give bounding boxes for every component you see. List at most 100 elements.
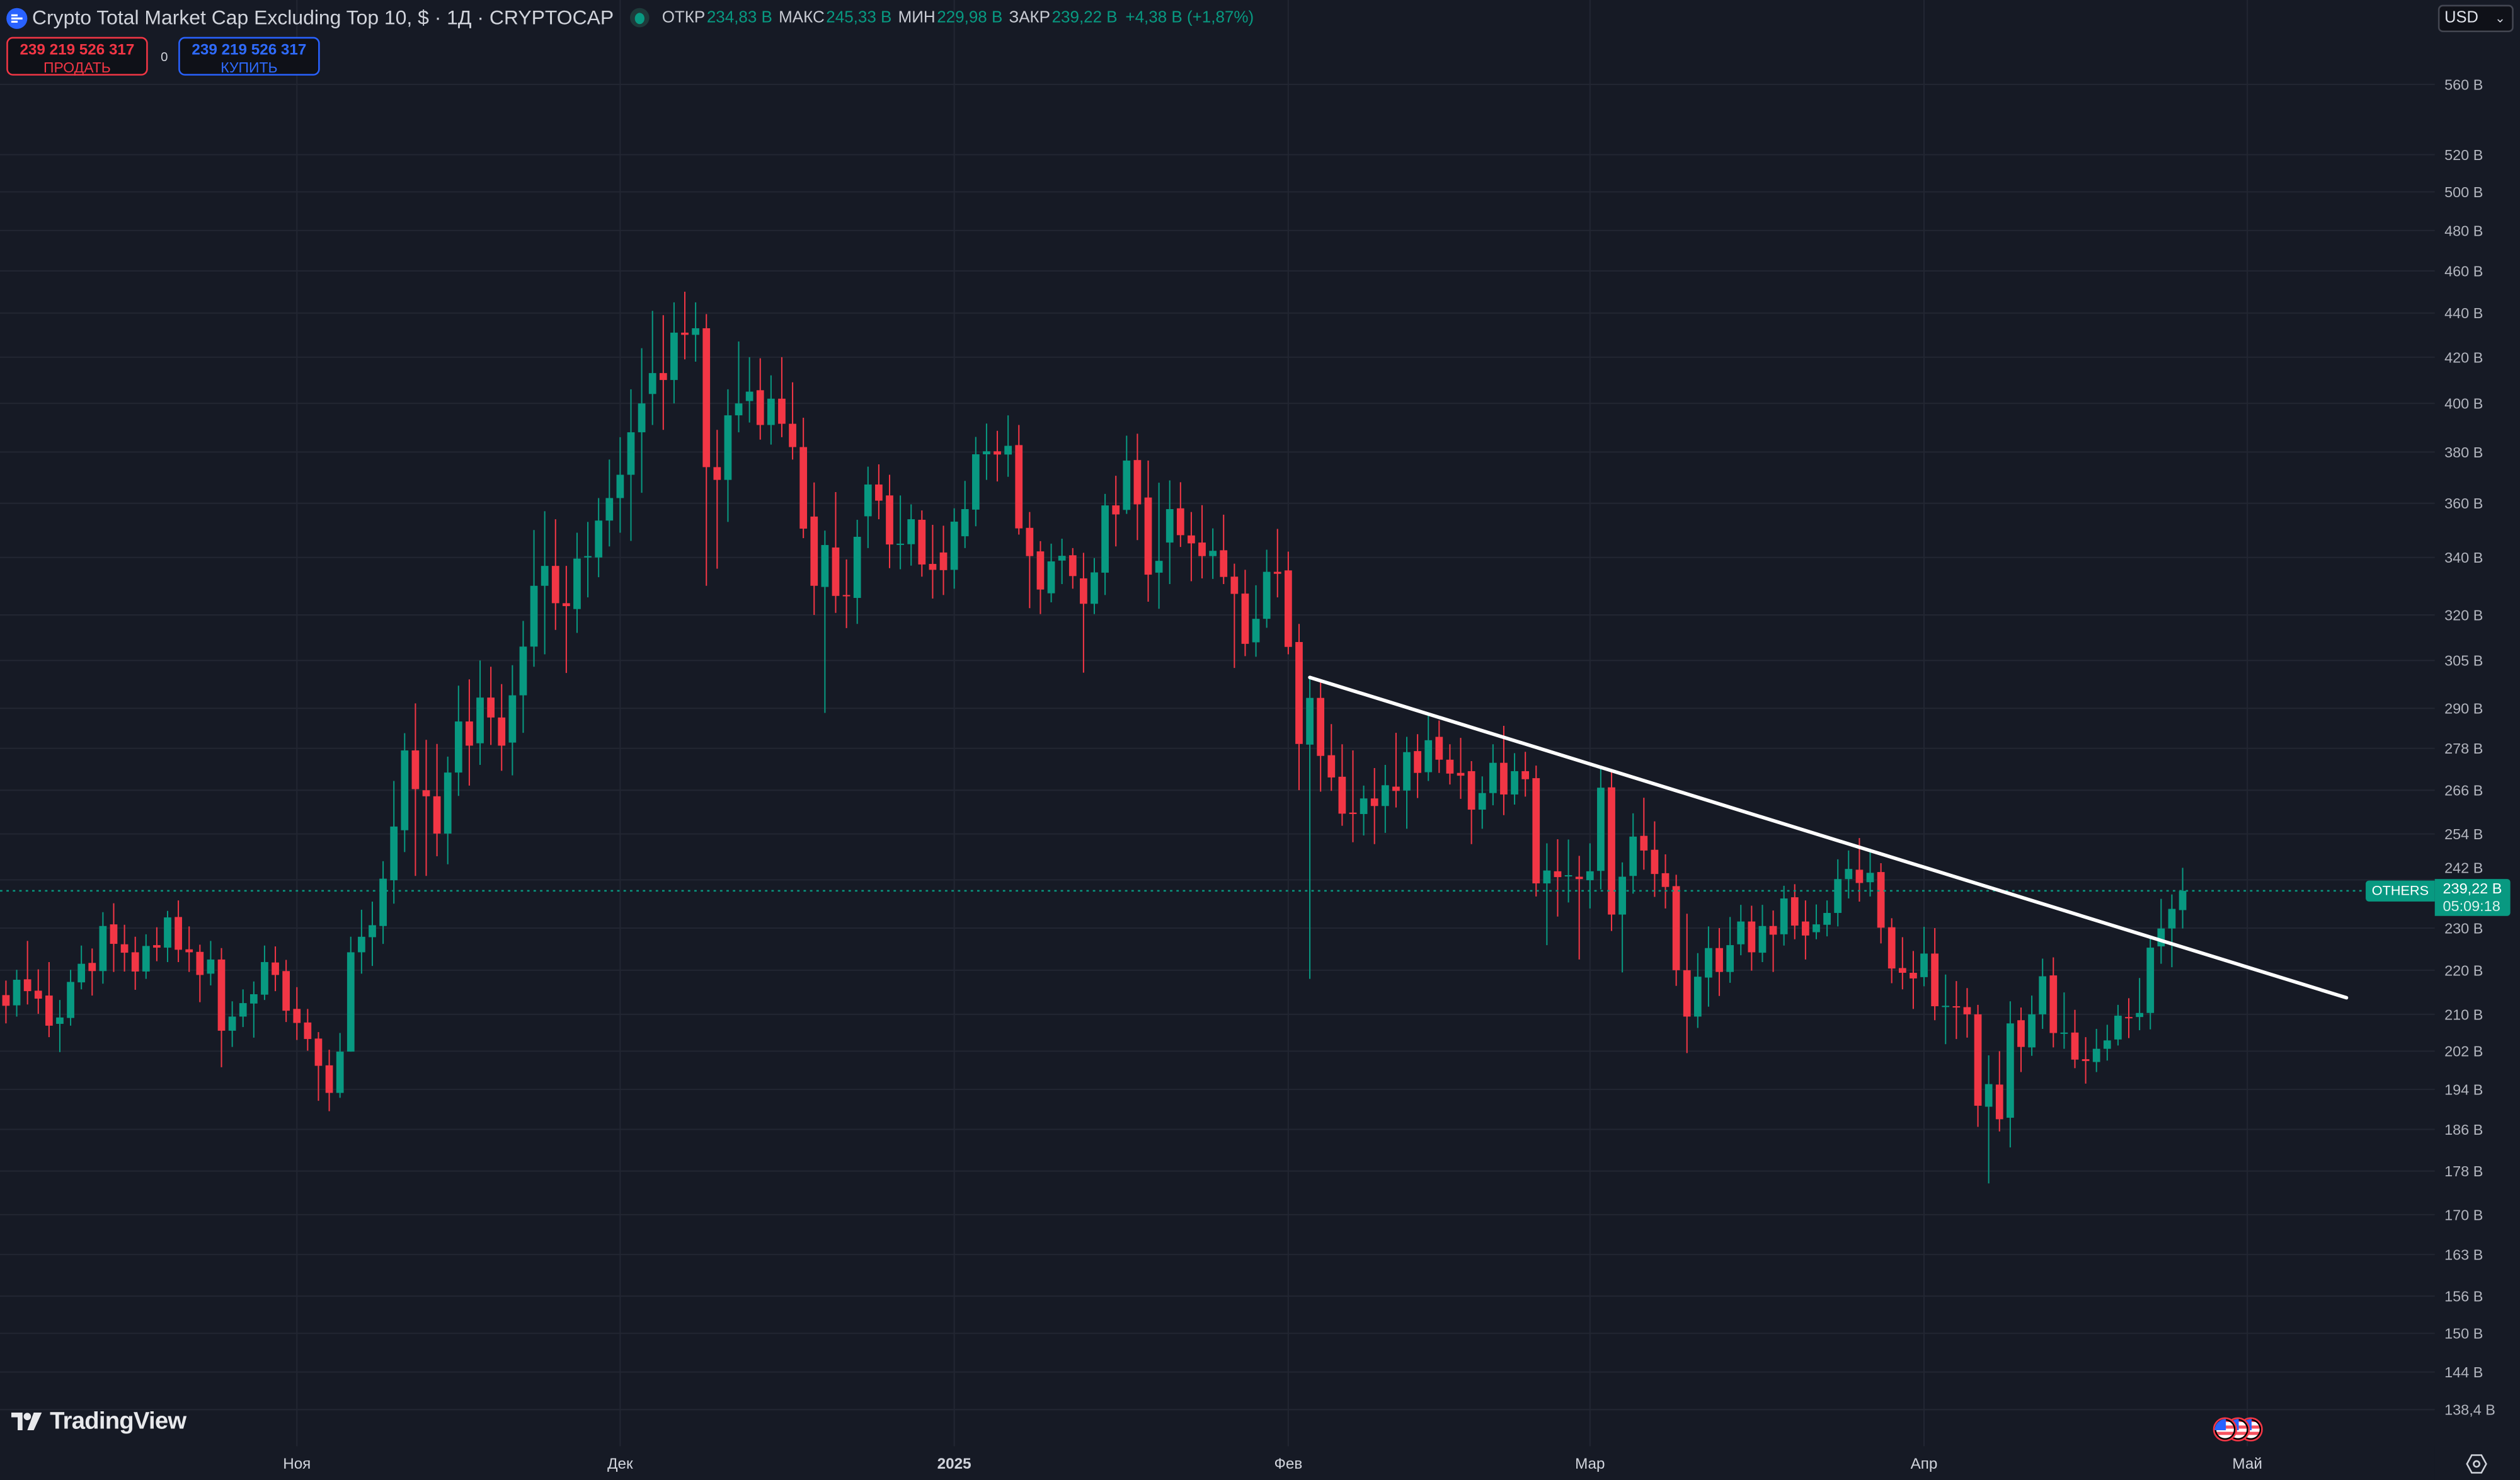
- price-tick-label: 170 B: [2444, 1207, 2483, 1223]
- candle-up: [1511, 753, 1518, 805]
- close-label: ЗАКР: [1009, 9, 1051, 27]
- candle-down: [1068, 548, 1077, 589]
- candle-body: [638, 403, 646, 433]
- price-tick-label: 138,4 B: [2444, 1402, 2495, 1418]
- candle-body: [950, 521, 958, 570]
- candle-body: [1995, 1084, 2003, 1120]
- tradingview-logo[interactable]: TradingView: [11, 1408, 186, 1435]
- price-axis[interactable]: [2434, 0, 2520, 1480]
- candle-down: [304, 1009, 312, 1051]
- candle-body: [1564, 875, 1572, 877]
- candle-body: [2028, 1014, 2036, 1048]
- time-tick-label: Мар: [1575, 1455, 1605, 1472]
- candle-body: [2103, 1040, 2111, 1049]
- candle-body: [1144, 497, 1152, 575]
- candle-body: [842, 595, 850, 597]
- price-tick-label: 278 B: [2444, 740, 2483, 757]
- candle-down: [2125, 998, 2133, 1038]
- candle-body: [1349, 812, 1357, 814]
- time-tick-label: Фев: [1274, 1455, 1302, 1472]
- candle-up: [853, 519, 861, 624]
- price-tick-label: 360 B: [2444, 495, 2483, 512]
- chevron-down-icon: ⌄: [2494, 11, 2506, 26]
- candle-down: [175, 900, 182, 962]
- time-axis[interactable]: [0, 1446, 2435, 1480]
- candle-body: [1015, 445, 1023, 529]
- candle-up: [1984, 1055, 1993, 1184]
- candle-body: [454, 721, 462, 773]
- candle-up: [692, 302, 699, 362]
- candle-body: [605, 498, 614, 521]
- candle-down: [810, 482, 818, 616]
- open-value: 234,83 B: [706, 9, 772, 27]
- settings-icon[interactable]: [2465, 1453, 2488, 1476]
- candle-body: [2049, 975, 2058, 1033]
- candle-up: [56, 1000, 64, 1052]
- candle-body: [1931, 953, 1939, 1007]
- candle-up: [2146, 937, 2155, 1030]
- candle-body: [1511, 771, 1518, 794]
- open-label: ОТКР: [662, 9, 706, 27]
- candle-down: [939, 525, 948, 595]
- candle-down: [1802, 900, 1809, 960]
- candle-up: [1101, 493, 1109, 595]
- candle-body: [648, 373, 656, 394]
- candle-body: [487, 697, 495, 718]
- sell-button[interactable]: 239 219 526 317 ПРОДАТЬ: [6, 37, 148, 76]
- candle-body: [1068, 555, 1077, 577]
- candle-body: [1575, 876, 1583, 880]
- candle-down: [433, 743, 441, 857]
- candle-down: [1931, 927, 1939, 1021]
- candle-down: [1080, 553, 1087, 673]
- candle-down: [217, 948, 226, 1067]
- buy-button[interactable]: 239 219 526 317 КУПИТЬ: [178, 37, 320, 76]
- candle-down: [1112, 476, 1120, 547]
- candle-body: [304, 1022, 312, 1040]
- logo-text: TradingView: [50, 1408, 186, 1435]
- candle-body: [1866, 873, 1874, 883]
- currency-select[interactable]: USD ⌄: [2437, 4, 2514, 33]
- candle-down: [1220, 514, 1228, 585]
- candle-up: [605, 459, 614, 547]
- candle-body: [1338, 776, 1346, 814]
- candle-up: [950, 508, 958, 589]
- candle-up: [1834, 859, 1842, 927]
- candle-body: [2, 995, 10, 1006]
- candle-down: [1651, 821, 1659, 897]
- candle-body: [1489, 762, 1497, 793]
- market-status-icon[interactable]: [629, 8, 650, 28]
- time-tick-label: 2025: [937, 1455, 971, 1472]
- candle-body: [971, 454, 980, 510]
- candle-down: [789, 382, 796, 460]
- candle-up: [1597, 766, 1605, 890]
- candle-up: [249, 981, 258, 1038]
- candle-body: [131, 952, 139, 972]
- candle-down: [1554, 839, 1562, 917]
- candle-down: [1435, 720, 1443, 773]
- candle-body: [810, 516, 818, 586]
- candle-down: [1392, 733, 1400, 808]
- candle-body: [616, 474, 624, 498]
- price-tick-label: 460 B: [2444, 263, 2483, 279]
- candle-body: [2007, 1023, 2014, 1118]
- price-tick-label: 305 B: [2444, 653, 2483, 669]
- candle-body: [1672, 886, 1680, 970]
- high-label: МАКС: [779, 9, 825, 27]
- candle-body: [2146, 948, 2155, 1013]
- us-flag-icon[interactable]: [2213, 1417, 2237, 1442]
- candle-up: [476, 660, 484, 765]
- candle-up: [2103, 1024, 2111, 1061]
- candle-body: [1155, 561, 1163, 573]
- candle-down: [832, 491, 840, 613]
- sell-label: ПРОДАТЬ: [43, 59, 111, 76]
- candle-body: [1726, 945, 1734, 972]
- economic-events[interactable]: [2213, 1417, 2268, 1443]
- candle-up: [648, 311, 656, 425]
- symbol-title[interactable]: Crypto Total Market Cap Excluding Top 10…: [32, 6, 614, 29]
- candle-body: [358, 936, 365, 953]
- candle-body: [713, 467, 721, 480]
- time-tick-label: Апр: [1911, 1455, 1938, 1472]
- trendline[interactable]: [1308, 675, 2349, 1000]
- legend-header: Crypto Total Market Cap Excluding Top 10…: [6, 5, 1254, 31]
